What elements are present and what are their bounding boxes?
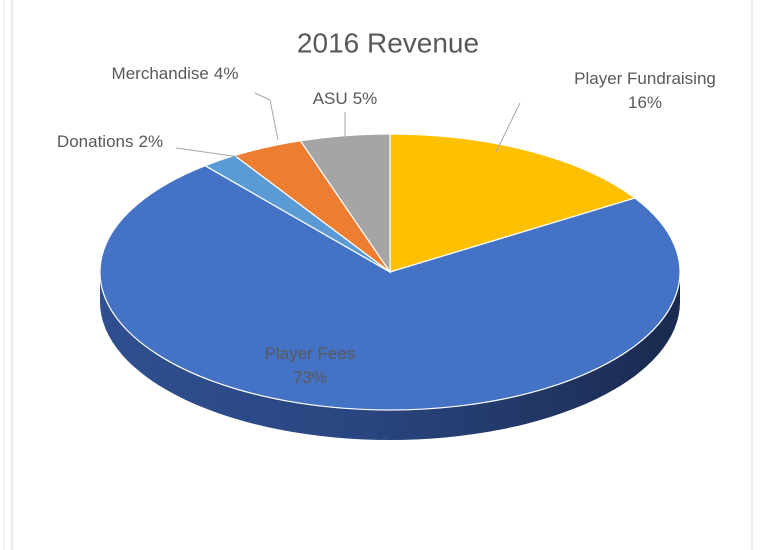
category-label: Merchandise [112,64,209,83]
value-label: 16% [628,93,662,112]
pie-side [100,272,680,440]
data-label: Player Fundraising 16% [574,69,716,112]
category-label: Player Fees [265,344,356,363]
value-label: 2% [138,132,163,151]
category-label: Player Fundraising [574,69,716,88]
data-label: Merchandise 4% [112,64,239,83]
data-label: ASU 5% [313,89,378,108]
chart-title: 2016 Revenue [297,27,479,58]
frame [11,0,753,550]
value-label: 73% [293,368,327,387]
leader-line [175,147,241,158]
category-label: Donations [57,132,134,151]
pie-slice [389,133,637,273]
value-label: 4% [214,64,239,83]
data-label: Donations 2% [57,132,163,151]
category-label: ASU [313,89,348,108]
pie-slice [99,165,681,411]
value-label: 5% [353,89,378,108]
pie [99,133,681,440]
labels: Player Fundraising 16% Player Fees 73% Donat… [57,64,716,387]
leader-line [495,102,521,153]
data-label: Player Fees 73% [265,344,356,387]
leader-line [269,99,279,141]
leader-line [254,92,271,101]
